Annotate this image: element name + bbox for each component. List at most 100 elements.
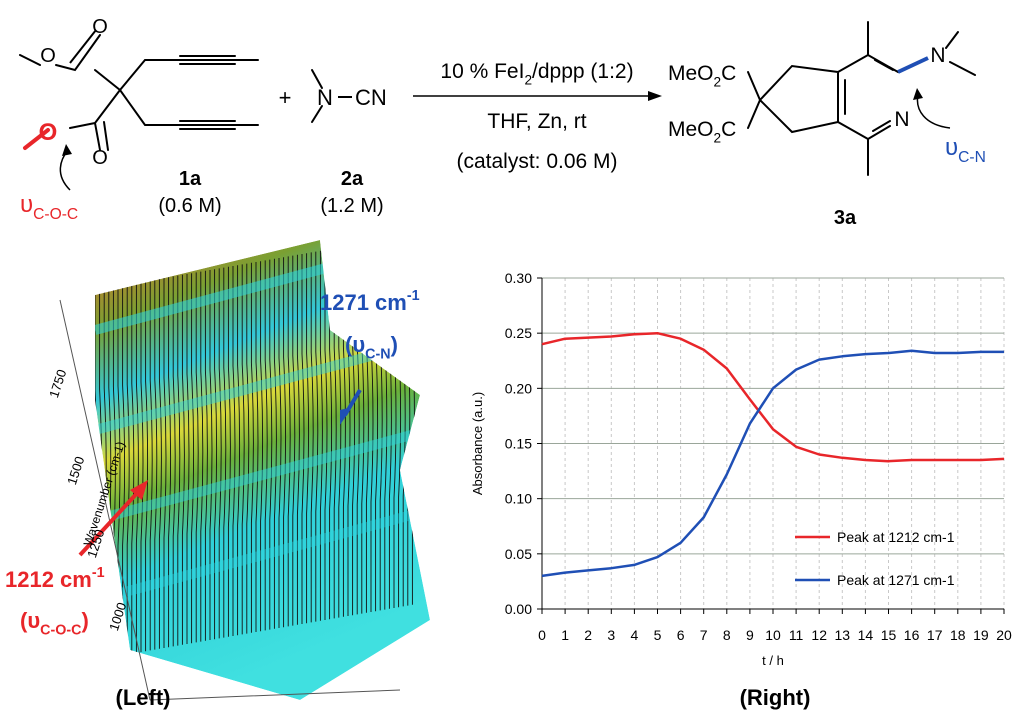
- atom-label: N: [930, 44, 945, 67]
- peak-arrow-head: [130, 480, 148, 500]
- text-piece: 2: [714, 74, 722, 89]
- peak-arrow-head: [340, 407, 352, 425]
- reaction-condition: (catalyst: 0.06 M): [456, 150, 617, 173]
- spectrum-trace: [306, 253, 310, 624]
- x-tick-label: 10: [765, 627, 781, 643]
- panel-caption: (Left): [116, 685, 171, 710]
- spectrum-trace: [218, 268, 222, 639]
- spectrum-trace: [117, 286, 121, 656]
- spectrum-trace: [273, 258, 277, 629]
- spectrum-trace: [163, 278, 167, 648]
- x-tick-label: 15: [881, 627, 897, 643]
- spectrum-trace: [333, 248, 337, 619]
- spectrum-trace: [237, 265, 241, 636]
- x-tick-label: 14: [858, 627, 874, 643]
- text-piece: C: [721, 62, 736, 85]
- spectrum-trace: [177, 275, 181, 646]
- spectrum-trace: [145, 281, 149, 652]
- axis-tick-label: 1750: [46, 368, 69, 400]
- spectrum-trace: [296, 254, 300, 625]
- spectrum-trace: [250, 262, 254, 633]
- spectrum-trace: [227, 266, 231, 637]
- text-piece: (υ: [345, 332, 365, 357]
- data-line: [541, 331, 1005, 463]
- compound-label: 1a: [179, 168, 202, 190]
- spectrum-trace: [361, 243, 365, 614]
- x-tick-label: 1: [561, 627, 569, 643]
- x-tick-label: 8: [723, 627, 731, 643]
- legend-label: Peak at 1212 cm-1: [837, 529, 955, 545]
- text-piece: ): [391, 332, 398, 357]
- substituent-label: MeO2C: [668, 62, 736, 89]
- text-piece: υ: [945, 134, 958, 161]
- spectrum-trace: [122, 285, 126, 656]
- y-tick-label: 0.30: [505, 270, 532, 286]
- substituent-label: MeO2C: [668, 118, 736, 145]
- text-piece: C-O-C: [33, 206, 78, 223]
- reaction-arrow: [413, 91, 662, 101]
- spectrum-trace: [126, 284, 130, 655]
- x-tick-label: 5: [654, 627, 662, 643]
- peak-label: 1271 cm-1: [320, 288, 420, 315]
- spectrum-trace: [292, 255, 296, 626]
- spectrum-trace: [338, 247, 342, 618]
- spectrum-trace: [352, 245, 356, 616]
- spectrum-trace: [209, 270, 213, 640]
- spectrum-trace: [168, 277, 172, 648]
- text-piece: MeO: [668, 118, 714, 141]
- spectrum-trace: [154, 279, 158, 650]
- reaction-condition: THF, Zn, rt: [487, 110, 586, 133]
- x-tick-label: 13: [835, 627, 851, 643]
- text-piece: υ: [20, 191, 33, 218]
- reaction-condition: 10 % FeI2/dppp (1:2): [440, 60, 633, 87]
- data-line: [541, 349, 1004, 578]
- x-tick-label: 9: [746, 627, 754, 643]
- x-tick-label: 20: [996, 627, 1012, 643]
- surface-band: [95, 505, 430, 605]
- spectrum-trace: [172, 276, 176, 647]
- atom-label: CN: [355, 85, 387, 110]
- panel-caption: (Right): [740, 685, 811, 710]
- y-axis-label: Absorbance (a.u.): [470, 392, 485, 495]
- spectrum-trace: [149, 280, 153, 651]
- spectrum-trace: [347, 246, 351, 616]
- y-tick-label: 0.00: [505, 601, 532, 617]
- spectrum-trace: [131, 283, 135, 654]
- structure-1a: [19, 29, 259, 191]
- text-piece: 1271 cm: [320, 290, 407, 315]
- y-tick-label: 0.05: [505, 546, 532, 562]
- spectrum-trace: [204, 270, 208, 641]
- x-tick-label: 4: [631, 627, 639, 643]
- text-piece: C-N: [365, 347, 390, 363]
- spectrum-trace: [287, 256, 291, 627]
- text-piece: 2: [524, 72, 532, 87]
- x-tick-label: 18: [950, 627, 966, 643]
- text-piece: C-N: [958, 149, 986, 166]
- peak-label: 1212 cm-1: [5, 565, 105, 592]
- atom-label: N: [894, 108, 909, 131]
- text-piece: C: [721, 118, 736, 141]
- plus-sign: +: [279, 85, 292, 110]
- compound-label: 2a: [341, 168, 364, 190]
- atom-label: O: [92, 16, 108, 38]
- y-tick-label: 0.25: [505, 325, 532, 341]
- spectrum-trace: [181, 274, 185, 645]
- atom-label: O: [39, 119, 58, 146]
- spectrum-trace: [278, 258, 282, 628]
- spectrum-trace: [246, 263, 250, 634]
- spectrum-trace: [329, 249, 333, 620]
- text-piece: 10 % FeI: [440, 60, 524, 83]
- spectrum-trace: [186, 274, 190, 644]
- spectrum-trace: [269, 259, 273, 630]
- x-tick-label: 12: [811, 627, 827, 643]
- x-axis-label: t / h: [762, 653, 784, 668]
- spectrum-trace: [319, 250, 323, 621]
- vibration-label: υC-O-C: [20, 191, 78, 223]
- text-piece: 1212 cm: [5, 567, 92, 592]
- spectrum-trace: [255, 262, 259, 632]
- y-tick-label: 0.15: [505, 436, 532, 452]
- text-piece: (catalyst: 0.06 M): [456, 150, 617, 173]
- x-tick-label: 17: [927, 627, 943, 643]
- compound-concentration: (1.2 M): [320, 195, 383, 217]
